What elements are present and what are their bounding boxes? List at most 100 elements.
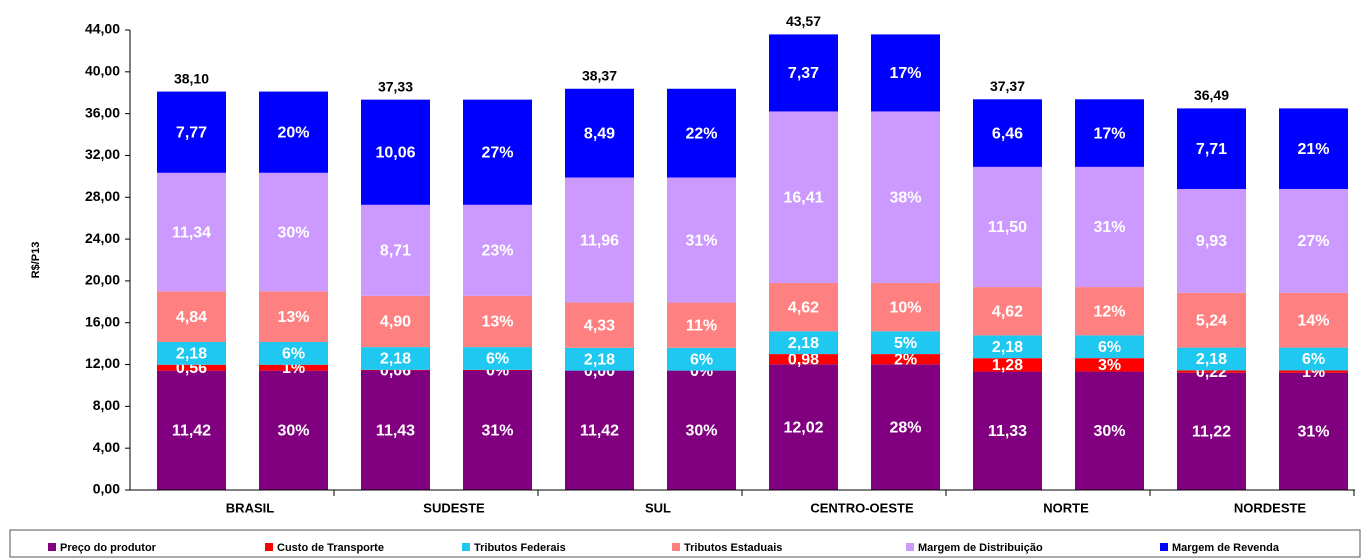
share-label: 6%	[690, 351, 713, 368]
bar-segment	[361, 295, 430, 348]
bar-segment	[157, 370, 226, 490]
bar-segment	[1279, 108, 1348, 190]
value-label: 7,71	[1196, 141, 1227, 158]
value-label: 12,02	[783, 419, 823, 436]
bar-segment	[667, 177, 736, 303]
share-label: 13%	[481, 314, 513, 331]
value-label: 4,84	[176, 309, 207, 326]
y-axis-label: R$/P13	[30, 242, 42, 279]
total-label: 38,37	[582, 68, 617, 84]
y-tick-label: 4,00	[93, 439, 120, 455]
bar-segment	[1279, 347, 1348, 371]
bar-segment	[1075, 371, 1144, 490]
value-label: 11,33	[988, 423, 1027, 440]
bar-segment	[769, 34, 838, 112]
total-label: 38,10	[174, 70, 209, 86]
value-label: 4,62	[992, 303, 1023, 320]
share-label: 13%	[277, 309, 309, 326]
value-label: 11,50	[988, 219, 1027, 236]
value-label: 1,28	[992, 357, 1023, 374]
y-tick-label: 12,00	[85, 355, 120, 371]
y-tick-label: 36,00	[85, 104, 120, 120]
value-label: 8,49	[584, 125, 615, 142]
value-label: 7,77	[176, 124, 207, 141]
value-label: 11,96	[580, 232, 619, 249]
value-label: 4,33	[584, 317, 615, 334]
bar-segment	[769, 111, 838, 283]
value-label: 0,98	[788, 351, 819, 368]
legend-label: Margem de Revenda	[1172, 542, 1280, 554]
bar-segment	[1177, 292, 1246, 348]
bar-segment	[1075, 335, 1144, 359]
bar-segment	[463, 370, 532, 490]
total-label: 43,57	[786, 13, 821, 29]
share-label: 27%	[1297, 233, 1329, 250]
bar-segment	[361, 369, 430, 371]
y-tick-label: 44,00	[85, 21, 120, 37]
y-tick-label: 8,00	[93, 397, 120, 413]
share-label: 6%	[282, 346, 305, 363]
bar-segment	[1279, 292, 1348, 348]
y-tick-label: 0,00	[93, 481, 120, 497]
bar-segment	[1177, 108, 1246, 190]
bar-segment	[871, 34, 940, 112]
bar-segment	[973, 335, 1042, 359]
share-label: 30%	[1093, 423, 1125, 440]
share-label: 27%	[481, 144, 513, 161]
legend-swatch	[906, 543, 914, 551]
bar-segment	[1075, 358, 1144, 372]
bar-segment	[463, 369, 532, 371]
bar-segment	[1075, 287, 1144, 336]
legend-label: Preço do produtor	[60, 542, 157, 554]
legend-swatch	[462, 543, 470, 551]
bar-segment	[1075, 99, 1144, 167]
share-label: 30%	[277, 224, 309, 241]
share-label: 22%	[685, 125, 717, 142]
share-label: 17%	[1093, 125, 1125, 142]
bar-segment	[463, 347, 532, 370]
bar-segment	[361, 204, 430, 296]
x-tick-label: CENTRO-OESTE	[810, 500, 914, 515]
bar-segment	[259, 172, 328, 292]
legend-label: Custo de Transporte	[277, 542, 384, 554]
bar-segment	[1279, 372, 1348, 490]
total-label: 37,33	[378, 78, 413, 94]
legend-swatch	[265, 543, 273, 551]
value-label: 10,06	[375, 144, 415, 161]
share-label: 31%	[685, 232, 717, 249]
bar-segment	[973, 371, 1042, 490]
x-tick-label: NORDESTE	[1234, 500, 1307, 515]
bar-segment	[565, 347, 634, 371]
value-label: 8,71	[380, 243, 411, 260]
bar-segment	[667, 370, 736, 490]
legend-label: Margem de Distribuição	[918, 542, 1043, 554]
bar-segment	[157, 341, 226, 365]
value-label: 11,22	[1192, 424, 1231, 441]
share-label: 6%	[1302, 351, 1325, 368]
bar-segment	[157, 91, 226, 173]
value-label: 4,62	[788, 299, 819, 316]
value-label: 2,18	[584, 351, 615, 368]
bar-segment	[667, 302, 736, 348]
value-label: 5,24	[1196, 312, 1227, 329]
share-label: 30%	[277, 423, 309, 440]
share-label: 21%	[1297, 141, 1329, 158]
bar-segment	[871, 354, 940, 365]
bar-segment	[361, 370, 430, 490]
y-tick-label: 28,00	[85, 188, 120, 204]
bar-segment	[1177, 370, 1246, 373]
bar-segment	[1279, 189, 1348, 293]
bar-segment	[973, 166, 1042, 288]
value-label: 16,41	[783, 189, 823, 206]
x-tick-label: BRASIL	[226, 500, 274, 515]
bar-segment	[871, 111, 940, 283]
bar-segment	[463, 99, 532, 205]
legend-box	[9, 529, 1361, 558]
bar-segment	[463, 295, 532, 348]
bar-segment	[259, 364, 328, 371]
bar-segment	[157, 291, 226, 342]
share-label: 14%	[1297, 312, 1329, 329]
value-label: 11,43	[376, 422, 415, 439]
bar-segment	[973, 99, 1042, 167]
